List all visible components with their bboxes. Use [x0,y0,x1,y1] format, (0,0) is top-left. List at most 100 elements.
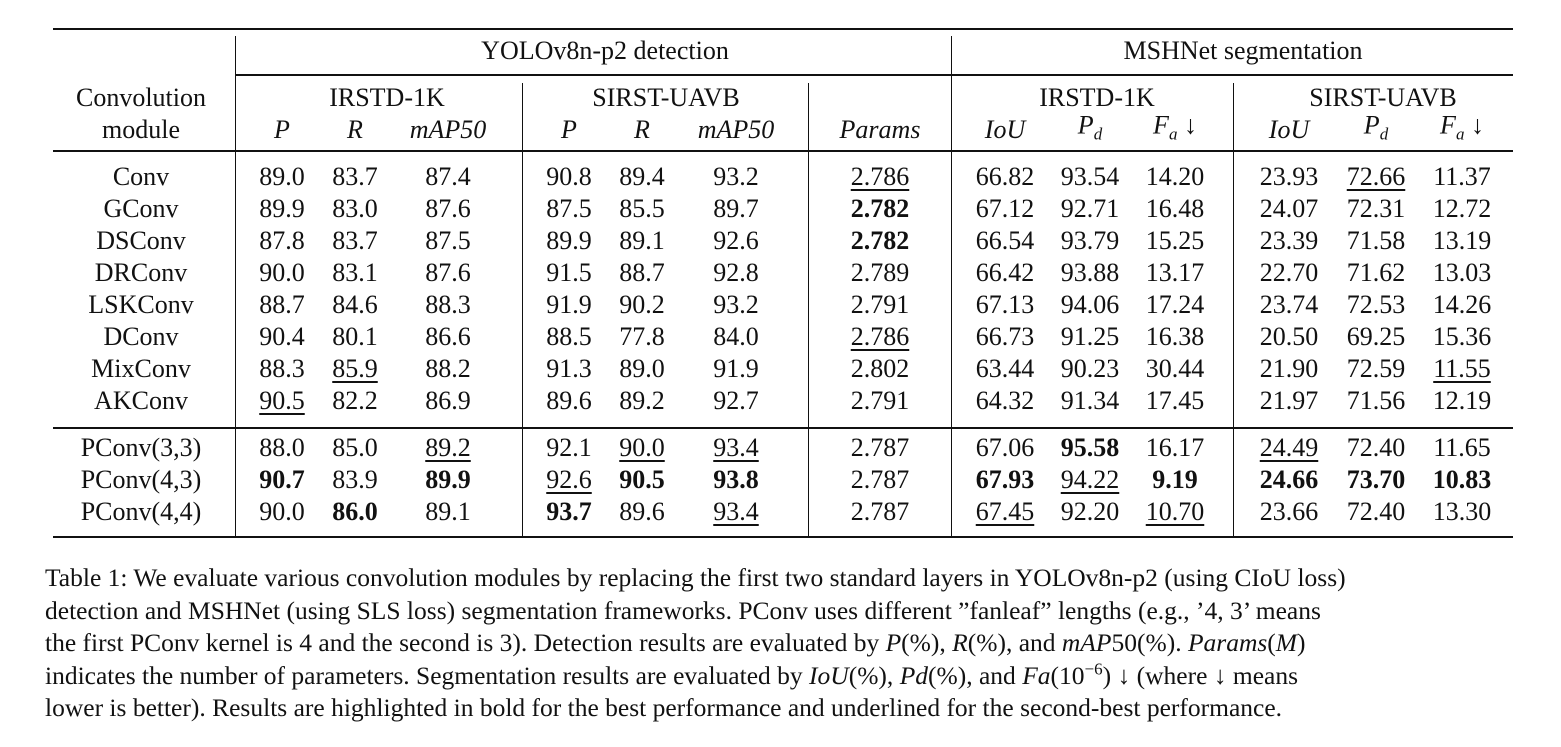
table-cell: 64.32 [975,386,1035,415]
table-cell: 87.5 [546,194,592,223]
row-label: AKConv [94,386,188,415]
caption-text: (%), [848,660,900,690]
table-cell: 11.65 [1433,433,1491,462]
table-cell: 2.802 [850,354,910,383]
table-cell: 84.6 [332,290,378,319]
table-cell: 72.66 [1346,162,1406,191]
table-cell: 88.0 [259,433,305,462]
metric-header-p-det1: P [274,115,290,144]
table-cell: 89.6 [619,497,665,526]
table-cell: 86.6 [425,322,471,351]
table-cell: 87.4 [425,162,471,191]
table-cell: 89.2 [619,386,665,415]
table-cell: 2.782 [850,194,910,223]
table-cell: 93.54 [1060,162,1120,191]
row-label: GConv [103,194,179,223]
table-cell: 89.0 [619,354,665,383]
table-cell: 93.7 [546,497,592,526]
caption-text: ( [1267,628,1276,658]
caption-text: ) [1297,628,1306,658]
caption-text: detection and MSHNet (using SLS loss) se… [45,595,1321,625]
table-cell: 80.1 [332,322,378,351]
table-cell: 83.9 [332,465,378,494]
table-cell: 16.17 [1145,433,1205,462]
caption-line: indicates the number of parameters. Segm… [45,660,1520,693]
table-cell: 88.2 [425,354,471,383]
table-cell: 91.9 [546,290,592,319]
row-label: PConv(3,3) [80,433,202,462]
pconv-separator-rule [53,427,1513,429]
table-cell: 24.66 [1259,465,1319,494]
metric-header-fa-seg1: Fa ↓ [1153,110,1197,144]
table-cell: 77.8 [619,322,665,351]
caption-text: Fa [1022,660,1051,690]
table-cell: 90.23 [1060,354,1120,383]
table-cell: 72.40 [1346,497,1406,526]
table-cell: 22.70 [1259,258,1319,287]
table-cell: 91.25 [1060,322,1120,351]
table-cell: 2.787 [850,433,910,462]
row-label: MixConv [91,354,191,383]
caption-text: −6 [1084,659,1103,679]
table-cell: 83.7 [332,226,378,255]
table-cell: 87.6 [425,258,471,287]
table-cell: 72.53 [1346,290,1406,319]
table-cell: 2.789 [850,258,910,287]
table-cell: 72.59 [1346,354,1406,383]
row-label: DSConv [96,226,186,255]
table-cell: 67.45 [975,497,1035,526]
dataset-header-seg-sirst: SIRST-UAVB [1309,83,1457,112]
table-cell: 11.37 [1433,162,1491,191]
table-cell: 23.39 [1259,226,1319,255]
table-cell: 87.8 [259,226,305,255]
metric-header-pd-seg1: Pd [1077,110,1103,144]
table-cell: 2.791 [850,386,910,415]
table-cell: 23.74 [1259,290,1319,319]
header-group-rule [235,74,1513,76]
table-cell: 90.5 [259,386,305,415]
metric-header-iou-seg2: IoU [1268,115,1310,144]
row-label: Conv [112,162,170,191]
table-cell: 21.90 [1259,354,1319,383]
table-cell: 83.1 [332,258,378,287]
table-cell: 86.9 [425,386,471,415]
table-cell: 92.8 [713,258,759,287]
caption-text: R [952,628,968,658]
table-cell: 90.5 [619,465,665,494]
table-cell: 13.03 [1432,258,1492,287]
table-cell: 21.97 [1259,386,1319,415]
dataset-header-det-sirst: SIRST-UAVB [592,83,740,112]
table-cell: 23.66 [1259,497,1319,526]
table-cell: 92.20 [1060,497,1120,526]
table-cell: 90.8 [546,162,592,191]
caption-text: M [1275,628,1298,658]
table-cell: 88.7 [259,290,305,319]
table-cell: 72.40 [1346,433,1406,462]
table-cell: 15.36 [1432,322,1492,351]
table-cell: 71.58 [1346,226,1406,255]
table-cell: 66.54 [975,226,1035,255]
table-cell: 92.7 [713,386,759,415]
vline-det-irstd [522,83,523,536]
table-cell: 93.8 [713,465,759,494]
table-cell: 93.79 [1060,226,1120,255]
table-cell: 93.2 [713,162,759,191]
table-cell: 89.0 [259,162,305,191]
table-cell: 85.5 [619,194,665,223]
table-cell: 92.71 [1060,194,1120,223]
table-cell: 24.07 [1259,194,1319,223]
caption-line: lower is better). Results are highlighte… [45,692,1520,725]
dataset-header-det-irstd: IRSTD-1K [329,83,445,112]
bottom-rule [53,536,1513,538]
row-label: DRConv [94,258,188,287]
table-cell: 90.7 [259,465,305,494]
vline-det-sirst [808,83,809,536]
row-label: PConv(4,4) [80,497,202,526]
table-cell: 15.25 [1145,226,1205,255]
table-cell: 89.7 [713,194,759,223]
caption-line: Table 1: We evaluate various convolution… [45,562,1520,595]
table-cell: 95.58 [1060,433,1120,462]
table-cell: 87.6 [425,194,471,223]
table-cell: 24.49 [1259,433,1319,462]
table-cell: 89.6 [546,386,592,415]
